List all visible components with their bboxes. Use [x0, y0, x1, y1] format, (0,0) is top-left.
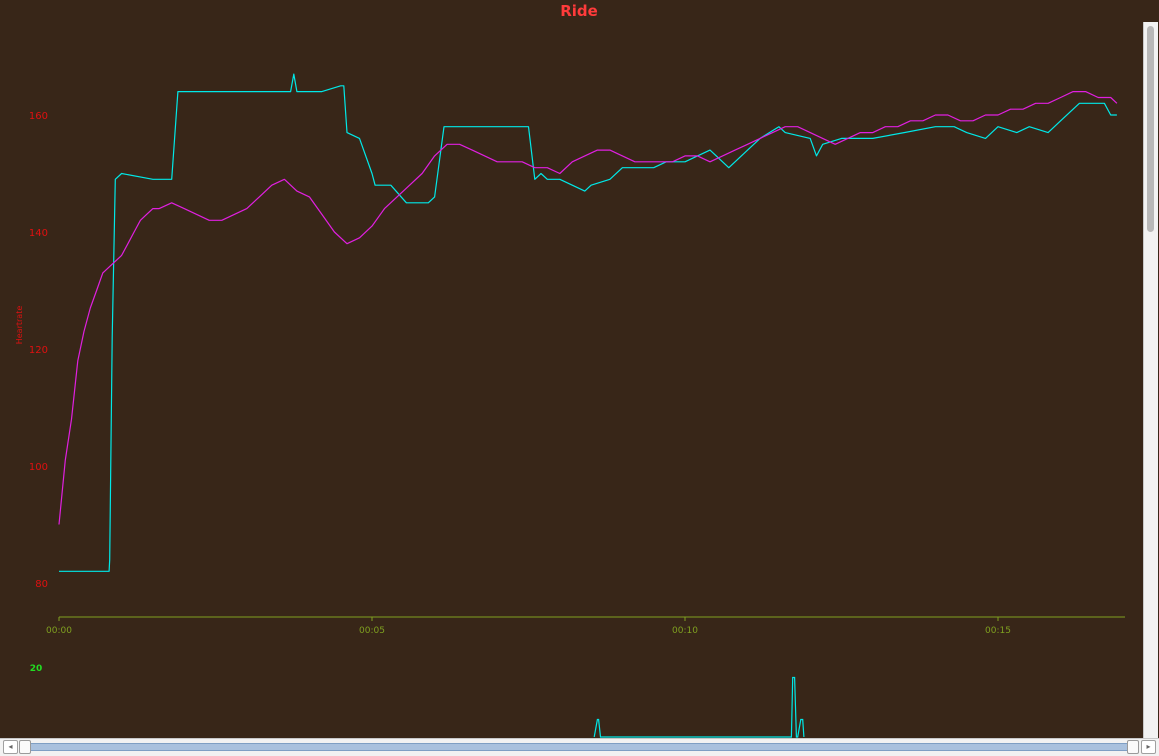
x-tick-label: 00:05 [359, 626, 385, 636]
x-tick-label: 00:15 [985, 626, 1011, 636]
y-tick-label: 80 [35, 579, 48, 590]
series-layer [58, 73, 1118, 572]
lower-panel-tick: 20 [30, 664, 43, 674]
y-tick-label: 140 [29, 228, 48, 239]
x-axis-ticks: 00:00 00:05 00:10 00:15 [46, 617, 1011, 636]
heartrate-series-line-1 [59, 73, 1117, 572]
scroll-left-button[interactable]: ◂ [3, 740, 18, 754]
y-tick-label: 160 [29, 111, 48, 122]
chart-title: Ride [560, 2, 598, 20]
y-tick-label: 120 [29, 345, 48, 356]
chart-area: Ride Heartrate 80 100 120 140 160 00:00 00:05… [15, 2, 1125, 738]
range-end-handle[interactable] [1127, 740, 1139, 754]
time-range-scrollbar[interactable]: ◂ ▸ [0, 738, 1159, 756]
scroll-right-button[interactable]: ▸ [1141, 740, 1156, 754]
lower-panel-series-line-1 [593, 676, 805, 738]
y-tick-label: 100 [29, 462, 48, 473]
vertical-scroll-thumb[interactable] [1147, 26, 1154, 232]
range-start-handle[interactable] [19, 740, 31, 754]
y-axis-ticks: 80 100 120 140 160 [29, 111, 48, 590]
heartrate-chart: Ride Heartrate 80 100 120 140 160 00:00 00:05… [15, 2, 1125, 738]
y-axis-label: Heartrate [15, 306, 24, 345]
lower-panel-series [593, 676, 805, 738]
heartrate-series-line-2 [58, 90, 1118, 525]
time-range-thumb[interactable] [22, 743, 1132, 751]
x-tick-label: 00:00 [46, 626, 72, 636]
vertical-scrollbar[interactable] [1143, 22, 1158, 740]
x-tick-label: 00:10 [672, 626, 698, 636]
